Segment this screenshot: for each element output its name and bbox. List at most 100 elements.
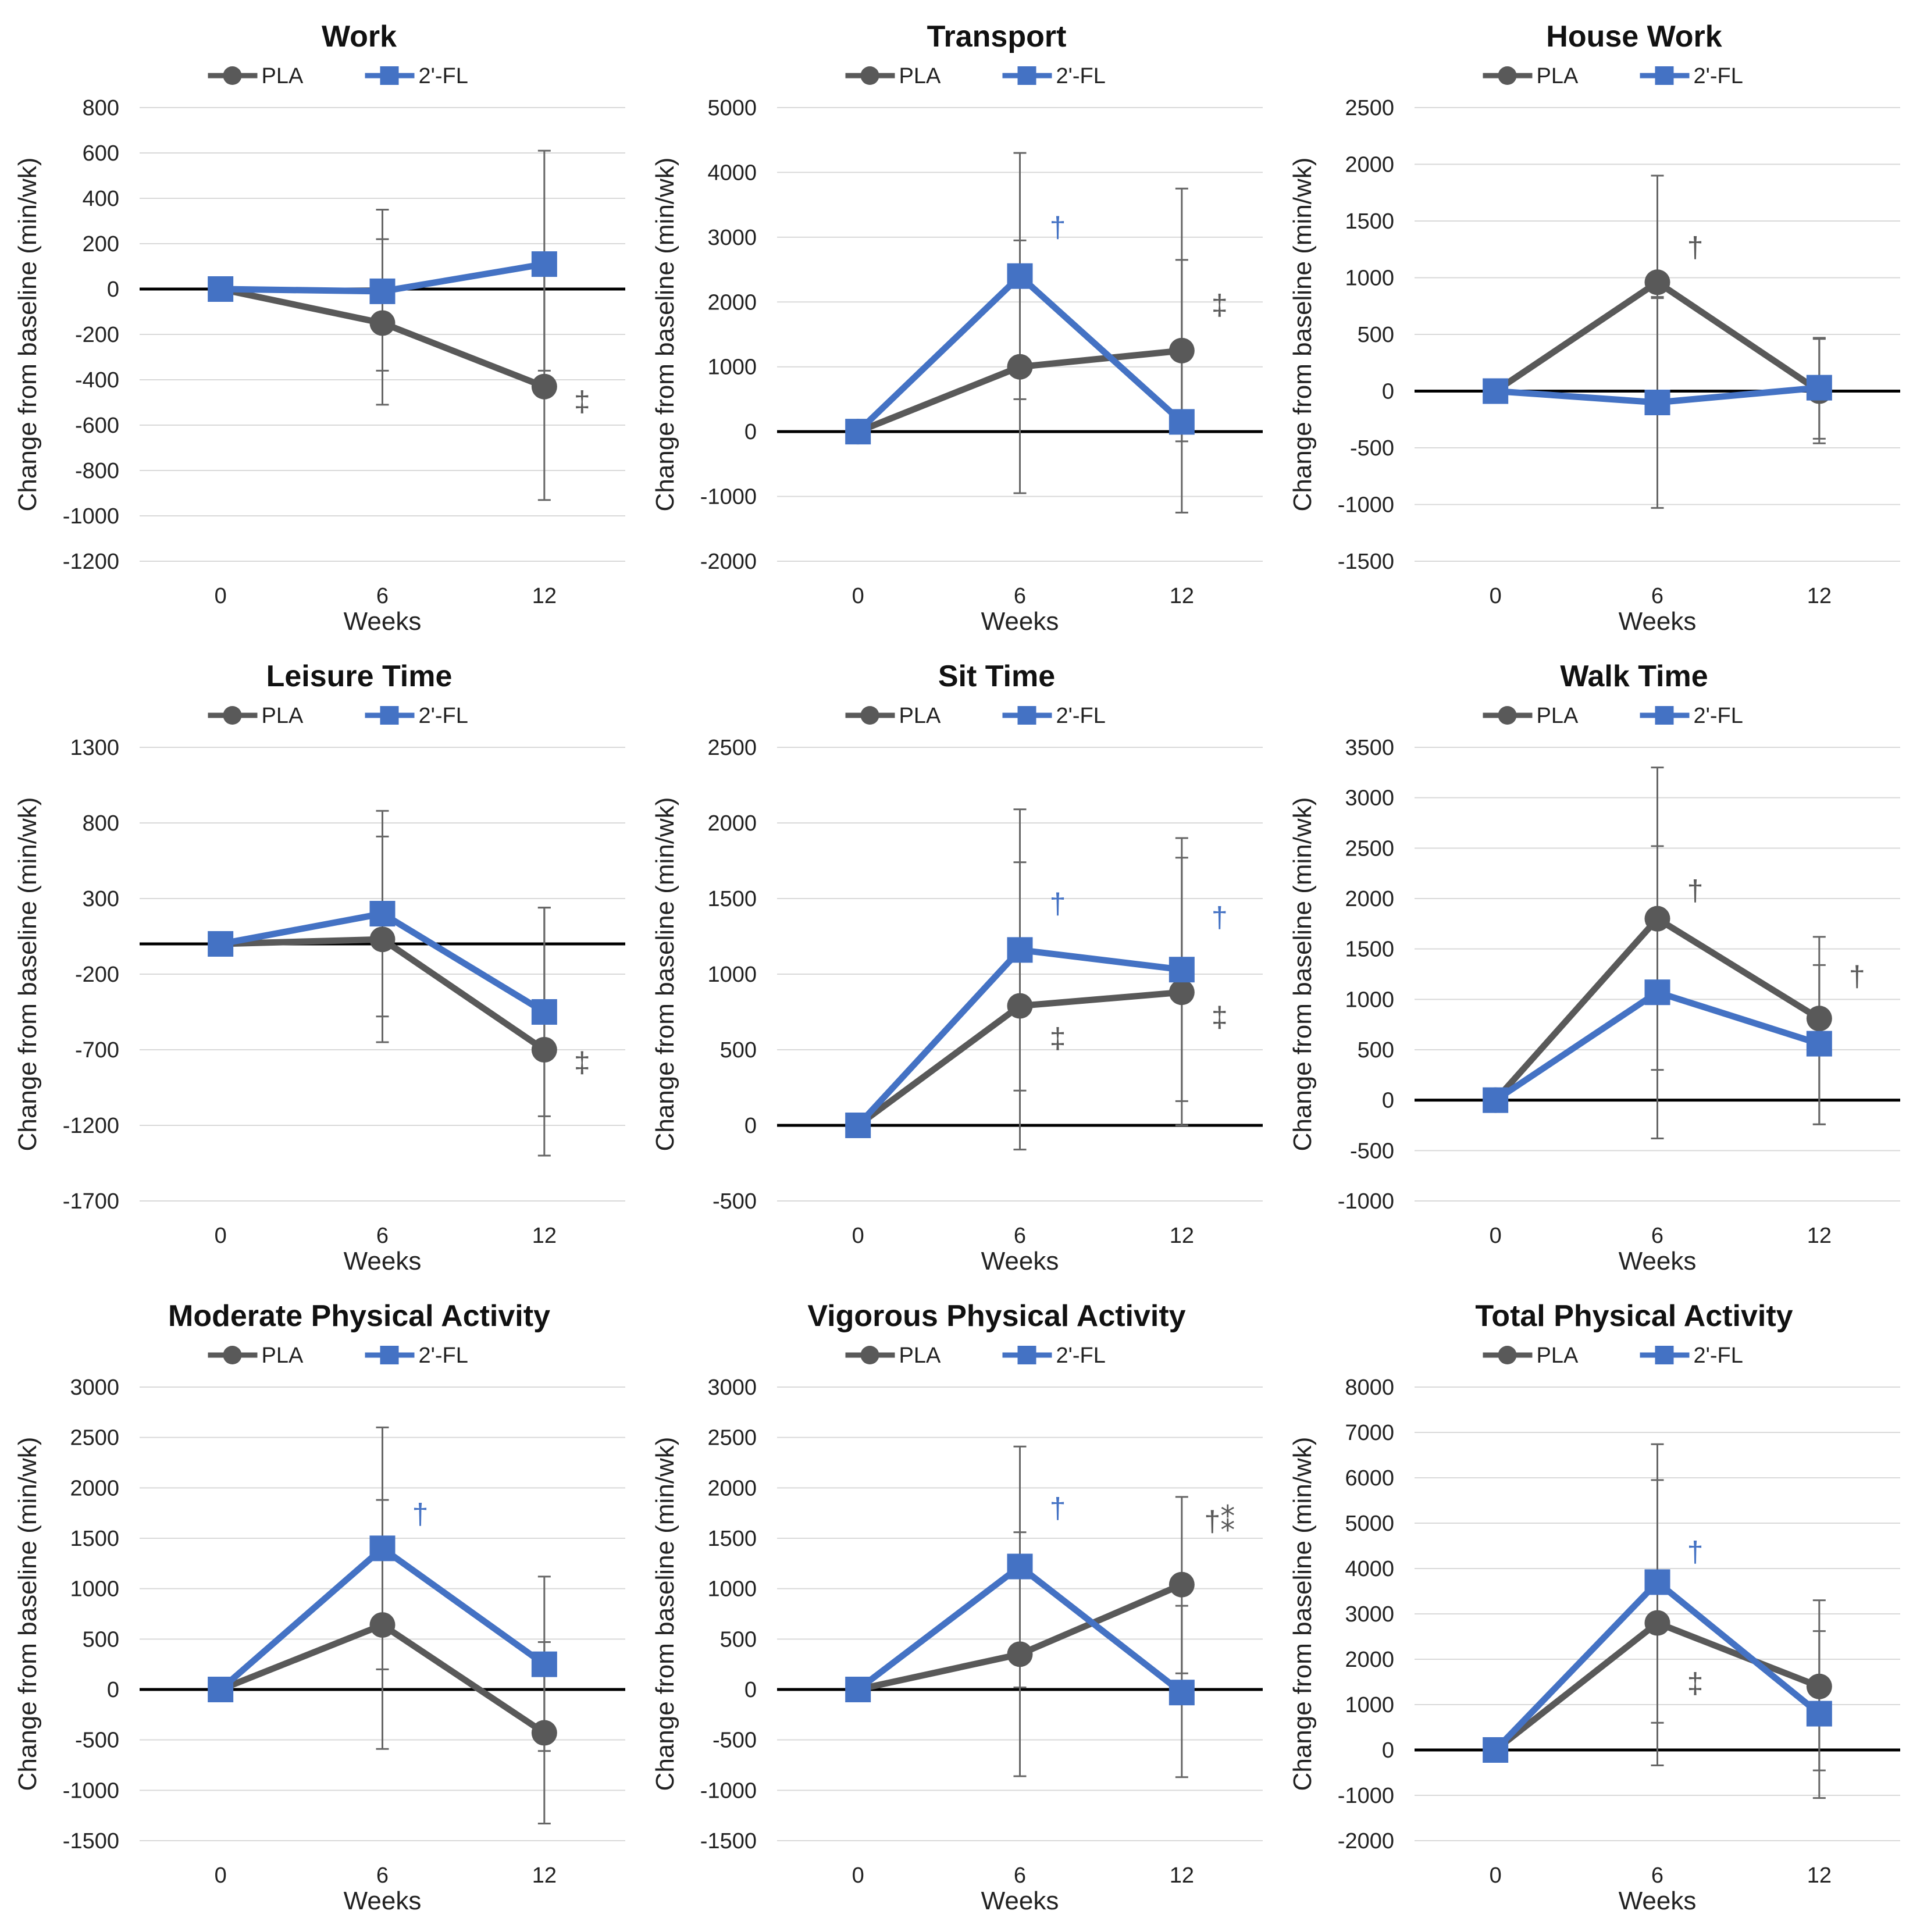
data-point-2fl	[1169, 409, 1195, 435]
legend-label: 2'-FL	[1056, 1343, 1106, 1368]
chart-panel-6: Moderate Physical Activity PLA 2'-FL -1500 -…	[13, 1299, 625, 1915]
y-tick-label: 600	[83, 141, 119, 166]
legend-marker-circle	[1498, 706, 1517, 725]
x-tick-label: 6	[1651, 1224, 1663, 1248]
legend-label: 2'-FL	[419, 704, 468, 728]
y-axis-title: Change from baseline (min/wk)	[13, 1437, 42, 1791]
y-tick-label: -500	[1350, 436, 1394, 461]
y-tick-label: 2500	[1345, 96, 1394, 120]
significance-marker: †	[1050, 211, 1066, 244]
chart-title: Work	[322, 20, 397, 54]
y-tick-label: 1500	[1345, 938, 1394, 962]
chart-panel-8: Total Physical Activity PLA 2'-FL -2000 -100…	[1288, 1299, 1900, 1915]
y-axis-title: Change from baseline (min/wk)	[1288, 158, 1317, 512]
y-tick-label: 1000	[1345, 266, 1394, 291]
x-axis-title: Weeks	[344, 1247, 422, 1275]
y-tick-label: 2500	[707, 736, 757, 760]
significance-marker: †	[1050, 887, 1066, 920]
y-tick-label: 3500	[1345, 736, 1394, 760]
x-tick-label: 0	[215, 1863, 227, 1888]
y-tick-label: 1000	[707, 355, 757, 380]
data-point-pla	[369, 310, 396, 336]
significance-marker: ‡	[1050, 1022, 1066, 1054]
y-tick-label: 2000	[1345, 153, 1394, 177]
x-tick-label: 6	[1651, 584, 1663, 608]
x-tick-label: 6	[1014, 1863, 1026, 1888]
x-tick-label: 12	[532, 1224, 557, 1248]
legend: PLA 2'-FL	[1483, 704, 1743, 728]
y-tick-label: 3000	[707, 1375, 757, 1400]
y-tick-label: -500	[1350, 1139, 1394, 1163]
data-point-pla	[1169, 337, 1195, 363]
data-point-pla	[369, 1612, 396, 1638]
legend-marker-circle	[860, 706, 879, 725]
y-axis-title: Change from baseline (min/wk)	[651, 158, 679, 512]
data-point-pla	[1806, 1006, 1832, 1032]
y-tick-label: -1000	[700, 1778, 757, 1803]
legend-label: PLA	[262, 704, 304, 728]
legend-marker-square	[1655, 706, 1674, 725]
x-axis-title: Weeks	[981, 607, 1059, 636]
chart-panel-7: Vigorous Physical Activity PLA 2'-FL -1500 -…	[651, 1299, 1263, 1915]
legend-marker-square	[1655, 1346, 1674, 1364]
legend-label: 2'-FL	[419, 1343, 468, 1368]
data-point-2fl	[208, 1677, 234, 1702]
x-axis-title: Weeks	[344, 1887, 422, 1915]
chart-title: Transport	[927, 20, 1067, 54]
significance-marker: †	[1687, 874, 1704, 907]
legend-marker-circle	[223, 66, 242, 85]
data-point-pla	[1007, 354, 1033, 380]
data-point-2fl	[531, 999, 557, 1025]
y-tick-label: 400	[83, 187, 119, 211]
data-point-2fl	[1806, 1701, 1832, 1727]
y-tick-label: 2500	[707, 1426, 757, 1450]
significance-marker: ‡	[574, 386, 590, 418]
y-axis-title: Change from baseline (min/wk)	[651, 1437, 679, 1791]
legend: PLA 2'-FL	[208, 1343, 468, 1368]
significance-marker: ‡	[1212, 289, 1228, 322]
legend-marker-circle	[860, 1346, 879, 1364]
y-tick-label: -1000	[1338, 493, 1394, 518]
x-tick-label: 0	[1490, 584, 1502, 608]
y-tick-label: -400	[75, 368, 119, 393]
y-tick-label: -1500	[63, 1829, 119, 1853]
chart-panel-2: House Work PLA 2'-FL -1500 -1000 -500 0 500 1000…	[1288, 20, 1900, 636]
chart-panel-4: Sit Time PLA 2'-FL -500 0 500 1000 1500 2000 2500…	[651, 660, 1263, 1275]
y-tick-label: -600	[75, 414, 119, 438]
y-tick-label: -500	[713, 1728, 757, 1753]
data-point-pla	[531, 373, 557, 400]
legend-marker-circle	[860, 66, 879, 85]
y-axis-title: Change from baseline (min/wk)	[651, 797, 679, 1152]
x-axis-title: Weeks	[1619, 1887, 1697, 1915]
data-point-2fl	[1483, 1737, 1509, 1763]
significance-marker: †	[412, 1498, 429, 1531]
y-tick-label: 3000	[70, 1375, 119, 1400]
chart-panel-1: Transport PLA 2'-FL -2000 -1000 0 1000 2000 3000…	[651, 20, 1263, 636]
data-point-pla	[369, 926, 396, 953]
y-tick-label: -1000	[700, 485, 757, 509]
legend: PLA 2'-FL	[845, 1343, 1106, 1368]
legend-label: PLA	[1537, 64, 1579, 88]
significance-marker: †⁑	[1204, 1504, 1235, 1538]
data-point-2fl	[1806, 1031, 1832, 1057]
y-tick-label: 800	[83, 811, 119, 836]
data-point-2fl	[845, 1113, 871, 1138]
y-tick-label: 300	[83, 887, 119, 911]
y-tick-label: 0	[107, 1678, 119, 1702]
y-tick-label: -500	[713, 1189, 757, 1214]
legend-label: PLA	[899, 64, 941, 88]
legend-marker-square	[1017, 706, 1036, 725]
y-tick-label: -1000	[63, 504, 119, 529]
data-point-2fl	[208, 931, 234, 957]
data-point-2fl	[1007, 937, 1033, 963]
y-tick-label: 1300	[70, 736, 119, 760]
y-tick-label: 500	[1358, 1038, 1394, 1063]
data-point-2fl	[369, 278, 396, 304]
legend: PLA 2'-FL	[845, 64, 1106, 88]
legend: PLA 2'-FL	[208, 704, 468, 728]
x-tick-label: 6	[376, 1863, 389, 1888]
x-tick-label: 0	[215, 584, 227, 608]
legend: PLA 2'-FL	[845, 704, 1106, 728]
chart-title: Total Physical Activity	[1475, 1299, 1793, 1333]
